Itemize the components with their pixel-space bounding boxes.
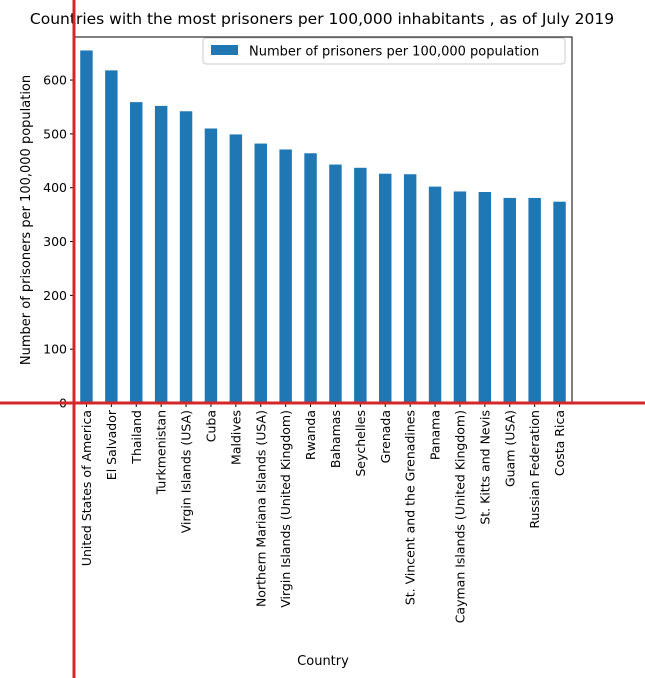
bar [528,197,541,403]
y-tick-label: 500 [43,126,67,141]
x-tick-label: El Salvador [104,409,119,480]
x-tick-label: Virgin Islands (United Kingdom) [278,410,293,608]
x-axis-ticks: United States of America El Salvador Thail… [79,403,567,623]
bar [80,50,93,404]
legend: Number of prisoners per 100,000 populati… [202,37,566,65]
x-tick-label: Russian Federation [527,410,542,529]
x-tick-label: Bahamas [328,410,343,468]
x-tick-label: Northern Mariana Islands (USA) [253,410,268,607]
x-tick-label: St. Kitts and Nevis [477,410,492,525]
y-tick-label: 100 [43,342,67,357]
y-axis-ticks: 0100200300400500600 [43,73,74,411]
bar [329,164,342,403]
bar [453,191,467,403]
legend-series-label: Number of prisoners per 100,000 populati… [249,45,539,60]
bar [204,128,218,403]
x-tick-label: Guam (USA) [502,410,517,487]
x-tick-label: Panama [428,410,443,460]
bar [229,134,243,403]
x-tick-label: Grenada [378,410,393,463]
bar [403,174,417,403]
bar [279,149,292,403]
bar [154,105,168,404]
legend-box [202,37,566,65]
x-tick-label: Turkmenistan [154,410,169,495]
bar [478,192,492,403]
x-axis-label: Country [297,654,349,669]
x-tick-label: Virgin Islands (USA) [179,410,194,533]
bar [354,167,367,403]
plot-frame [73,36,573,404]
bar [179,111,193,403]
bar [304,153,317,403]
bar [130,102,143,404]
bar [379,173,392,403]
x-tick-label: Thailand [129,410,144,465]
x-tick-label: Cuba [203,410,218,442]
x-tick-label: Rwanda [303,410,318,460]
bar [254,143,267,403]
chart-title: Countries with the most prisoners per 10… [30,10,614,28]
x-tick-label: Seychelles [353,410,368,477]
y-tick-label: 200 [43,288,67,303]
bar [428,186,442,403]
bar [503,197,516,403]
x-tick-label: Costa Rica [552,410,567,476]
x-tick-label: Maldives [228,410,243,465]
y-tick-label: 600 [43,73,67,88]
x-tick-label: United States of America [79,410,94,566]
x-tick-label: St. Vincent and the Grenadines [403,410,418,605]
y-axis-label: Number of prisoners per 100,000 populati… [19,75,34,365]
bar [105,70,118,403]
legend-swatch [211,45,238,55]
y-tick-label: 400 [43,180,67,195]
x-tick-label: Cayman Islands (United Kingdom) [452,410,467,623]
bars-group [80,50,566,404]
bar [553,201,566,403]
y-tick-label: 300 [43,234,67,249]
